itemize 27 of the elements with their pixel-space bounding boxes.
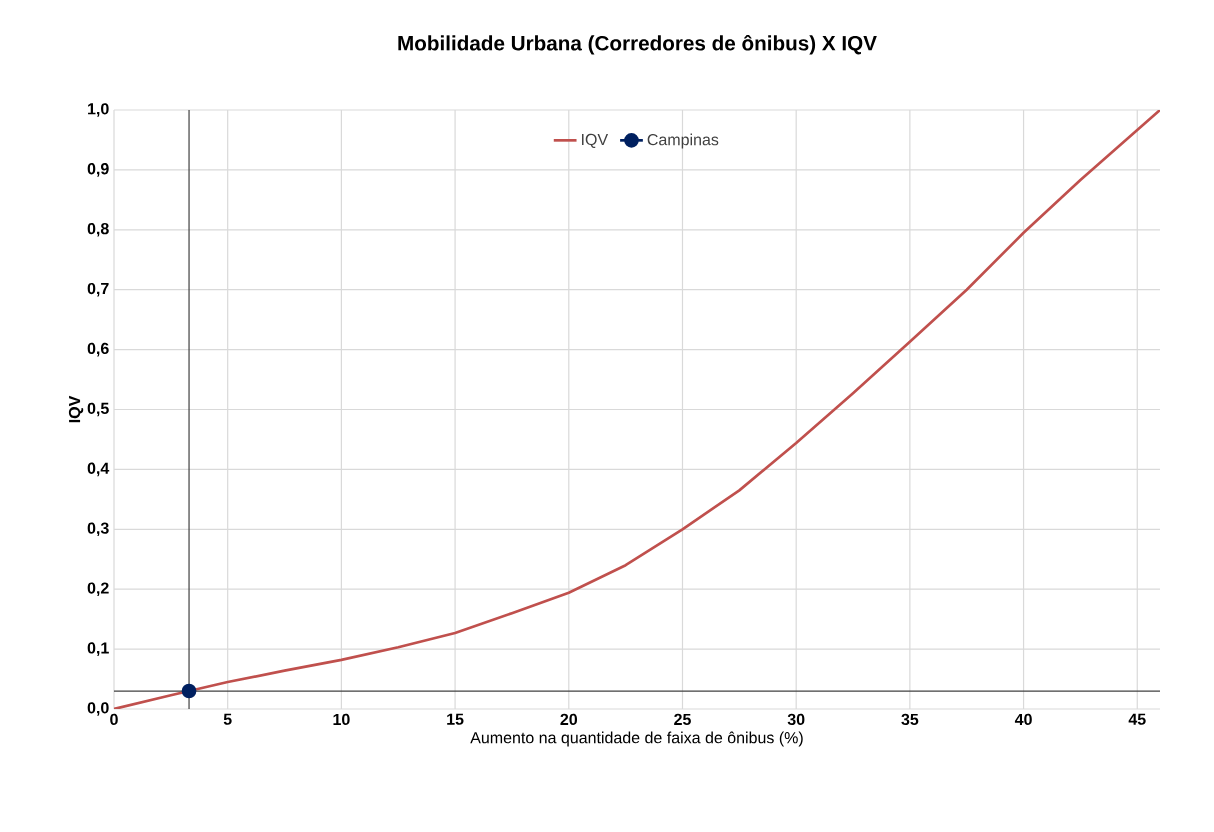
- y-tick-label: 0,2: [87, 582, 109, 597]
- x-tick-label: 10: [333, 713, 350, 726]
- x-tick-label: 15: [447, 713, 464, 725]
- chart-title: Mobilidade Urbana (Corredores de ônibus) X IQV: [398, 34, 877, 55]
- y-tick-label: 0,7: [87, 282, 109, 297]
- y-axis-title: IQV: [68, 395, 84, 423]
- x-tick-label: 20: [560, 713, 578, 726]
- y-tick-label: 0,0: [87, 702, 109, 716]
- x-tick-label: 0: [110, 713, 118, 726]
- y-tick-label: 1,0: [88, 103, 109, 117]
- y-tick-label: 0,4: [87, 462, 110, 477]
- x-tick-label: 25: [674, 713, 691, 726]
- y-tick-label: 0,6: [87, 342, 109, 357]
- x-tick-label: 40: [1014, 713, 1032, 726]
- y-tick-label: 0,5: [87, 402, 109, 417]
- legend-label: IQV: [582, 133, 609, 148]
- x-tick-label: 5: [223, 713, 232, 725]
- y-tick-label: 0,3: [87, 522, 109, 537]
- y-tick-label: 0,9: [87, 163, 109, 177]
- x-axis-title: Aumento na quantidade de faixa de ônibus (%): [470, 731, 803, 747]
- y-tick-label: 0,1: [87, 642, 109, 656]
- x-tick-label: 35: [901, 713, 919, 726]
- y-tick-label: 0,8: [87, 222, 109, 237]
- legend-label: Campinas: [647, 133, 719, 149]
- x-tick-label: 30: [787, 713, 805, 726]
- line-series: [114, 109, 1161, 709]
- x-tick-label: 45: [1128, 713, 1146, 725]
